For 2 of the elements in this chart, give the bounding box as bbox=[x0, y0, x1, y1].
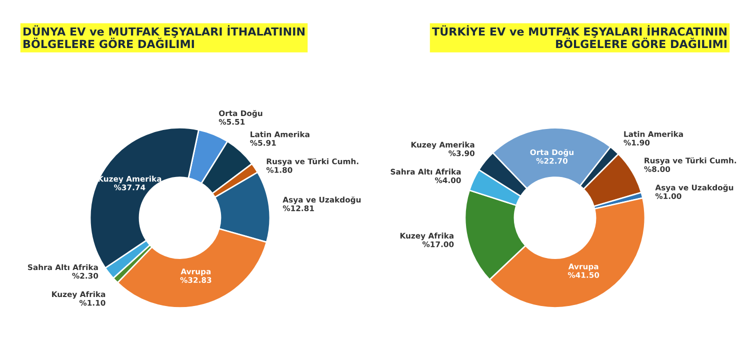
chart-title: TÜRKİYE EV ve MUTFAK EŞYALARI İHRACATININ BÖLGELERE GÖRE DAĞILIMI bbox=[432, 25, 726, 48]
chart-title: DÜNYA EV ve MUTFAK EŞYALARI İTHALATININ BÖLGELERE GÖRE DAĞILIMI bbox=[24, 25, 304, 48]
